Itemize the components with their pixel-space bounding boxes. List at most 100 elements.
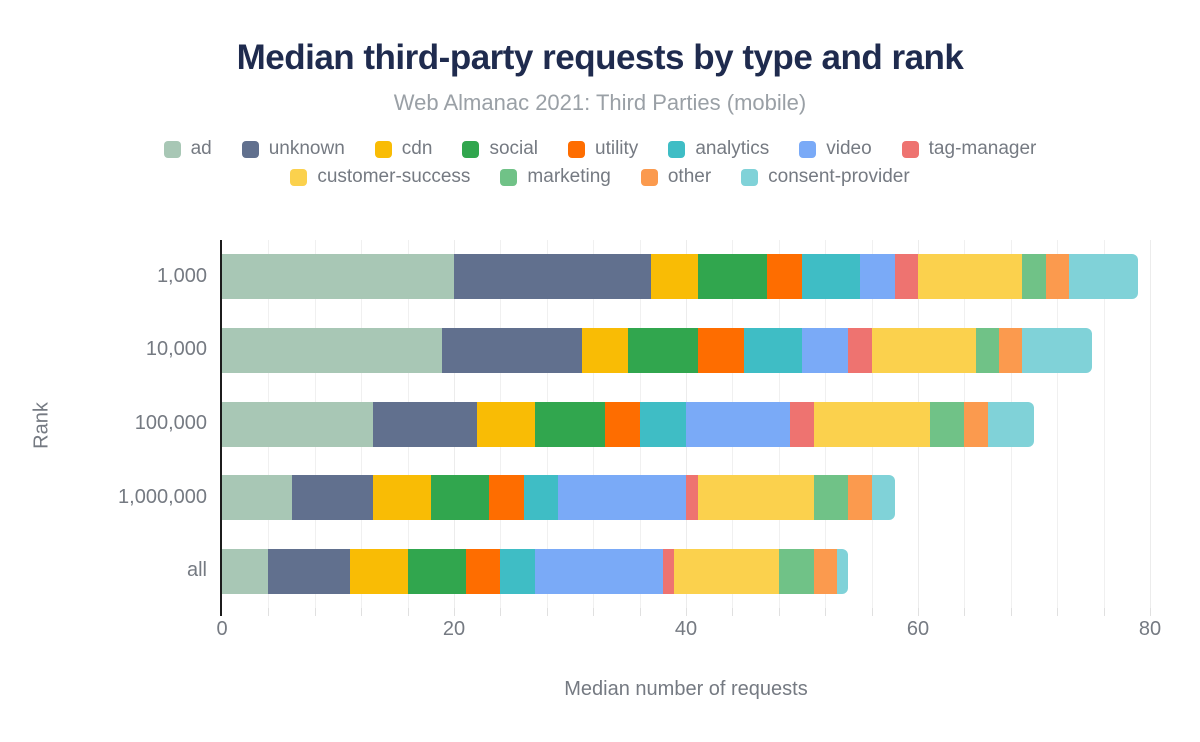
legend-item-tag-manager: tag-manager bbox=[901, 138, 1037, 160]
bar-segment-unknown bbox=[454, 254, 652, 300]
x-axis-tick bbox=[732, 608, 734, 616]
x-axis-tick bbox=[778, 608, 780, 616]
legend-label: utility bbox=[595, 138, 639, 159]
x-axis-tick bbox=[1010, 608, 1012, 616]
chart-subtitle: Web Almanac 2021: Third Parties (mobile) bbox=[393, 90, 807, 115]
legend-item-cdn: cdn bbox=[374, 138, 433, 160]
legend-item-consent-provider: consent-provider bbox=[741, 166, 910, 188]
legend-label: social bbox=[489, 138, 539, 159]
bar-segment-ad bbox=[222, 548, 269, 594]
bar-segment-ad bbox=[222, 254, 454, 300]
bar-segment-tag-manager bbox=[848, 327, 872, 373]
x-axis-tick bbox=[361, 608, 363, 616]
x-tick-label: 0 bbox=[216, 618, 228, 640]
x-axis-title: Median number of requests bbox=[564, 678, 808, 700]
bar-rank-100000 bbox=[222, 401, 1150, 447]
x-axis-tick bbox=[220, 608, 222, 616]
x-axis-tick bbox=[314, 608, 316, 616]
bar-segment-ad bbox=[222, 327, 443, 373]
y-tick-label: all bbox=[186, 559, 207, 582]
x-axis-tick bbox=[546, 608, 548, 616]
bar-segment-consent-provider bbox=[987, 401, 1034, 447]
legend-swatch-social bbox=[462, 140, 480, 158]
bar-segment-unknown bbox=[291, 475, 373, 521]
y-tick-label: 10,000 bbox=[145, 338, 207, 361]
bar-segment-utility bbox=[767, 254, 802, 300]
bar-segment-video bbox=[860, 254, 895, 300]
bar-segment-consent-provider bbox=[1068, 254, 1139, 300]
bar-segment-cdn bbox=[651, 254, 698, 300]
bar-segment-consent-provider bbox=[836, 548, 849, 594]
legend-label: ad bbox=[190, 138, 212, 159]
legend-item-utility: utility bbox=[568, 138, 638, 160]
bar-segment-customer-success bbox=[813, 401, 930, 447]
bar-segment-other bbox=[1045, 254, 1069, 300]
bar-segment-video bbox=[802, 327, 849, 373]
gridline bbox=[1103, 240, 1105, 608]
zero-axis-line bbox=[220, 240, 222, 608]
legend-label: tag-manager bbox=[928, 138, 1037, 159]
bar-segment-unknown bbox=[442, 327, 582, 373]
bar-segment-analytics bbox=[639, 401, 686, 447]
legend-item-other: other bbox=[640, 166, 711, 188]
bar-segment-ad bbox=[222, 401, 373, 447]
legend-swatch-ad bbox=[163, 140, 181, 158]
x-tick-label: 20 bbox=[442, 618, 466, 640]
legend-swatch-tag-manager bbox=[901, 140, 919, 158]
legend-label: video bbox=[826, 138, 872, 159]
x-axis-tick bbox=[639, 608, 641, 616]
bar-segment-utility bbox=[488, 475, 524, 521]
bar-segment-customer-success bbox=[697, 475, 814, 521]
bar-segment-social bbox=[407, 548, 466, 594]
x-axis-tick bbox=[871, 608, 873, 616]
bar-segment-customer-success bbox=[918, 254, 1023, 300]
bar-segment-customer-success bbox=[674, 548, 779, 594]
bar-segment-other bbox=[813, 548, 837, 594]
bar-segment-tag-manager bbox=[662, 548, 675, 594]
bar-segment-customer-success bbox=[871, 327, 976, 373]
y-tick-label: 100,000 bbox=[134, 412, 207, 434]
bar-segment-marketing bbox=[813, 475, 849, 521]
bar-segment-ad bbox=[222, 475, 292, 521]
chart-title: Median third-party requests by type and … bbox=[236, 38, 964, 77]
bar-segment-social bbox=[430, 475, 489, 521]
x-axis-tick bbox=[825, 608, 827, 616]
y-tick-label: 1,000 bbox=[156, 264, 207, 287]
legend-swatch-cdn bbox=[374, 140, 392, 158]
bar-segment-utility bbox=[604, 401, 640, 447]
legend-swatch-customer-success bbox=[290, 168, 308, 186]
x-axis-tick bbox=[918, 608, 919, 616]
x-tick-label: 80 bbox=[1138, 618, 1162, 640]
legend-item-ad: ad bbox=[163, 138, 212, 160]
x-axis-tick bbox=[964, 608, 966, 616]
legend-row: customer-success marketing other consent-pr… bbox=[290, 166, 910, 188]
legend: ad unknown cdn social utility analytics video t… bbox=[0, 138, 1200, 188]
bar-segment-tag-manager bbox=[686, 475, 698, 521]
legend-swatch-other bbox=[640, 168, 658, 186]
bar-segment-cdn bbox=[581, 327, 628, 373]
legend-item-customer-success: customer-success bbox=[290, 166, 470, 188]
bar-segment-social bbox=[535, 401, 605, 447]
bar-segment-other bbox=[848, 475, 872, 521]
legend-label: cdn bbox=[401, 138, 433, 159]
x-axis-tick bbox=[407, 608, 409, 616]
bar-segment-tag-manager bbox=[894, 254, 918, 300]
x-axis-tick bbox=[454, 608, 455, 616]
legend-item-marketing: marketing bbox=[500, 166, 611, 188]
bar-segment-other bbox=[999, 327, 1023, 373]
x-axis-tick bbox=[686, 608, 687, 616]
bar-segment-video bbox=[535, 548, 663, 594]
bar-segment-analytics bbox=[523, 475, 559, 521]
legend-item-unknown: unknown bbox=[241, 138, 345, 160]
y-tick-label: 1,000,000 bbox=[118, 485, 207, 508]
bar-segment-marketing bbox=[1022, 254, 1046, 300]
legend-label: analytics bbox=[695, 138, 770, 159]
bar-segment-analytics bbox=[744, 327, 802, 373]
bar-segment-tag-manager bbox=[790, 401, 814, 447]
bar-segment-analytics bbox=[500, 548, 536, 594]
bar-segment-social bbox=[628, 327, 698, 373]
x-axis-tick bbox=[500, 608, 502, 616]
legend-swatch-marketing bbox=[500, 168, 518, 186]
bar-segment-consent-provider bbox=[1022, 327, 1092, 373]
